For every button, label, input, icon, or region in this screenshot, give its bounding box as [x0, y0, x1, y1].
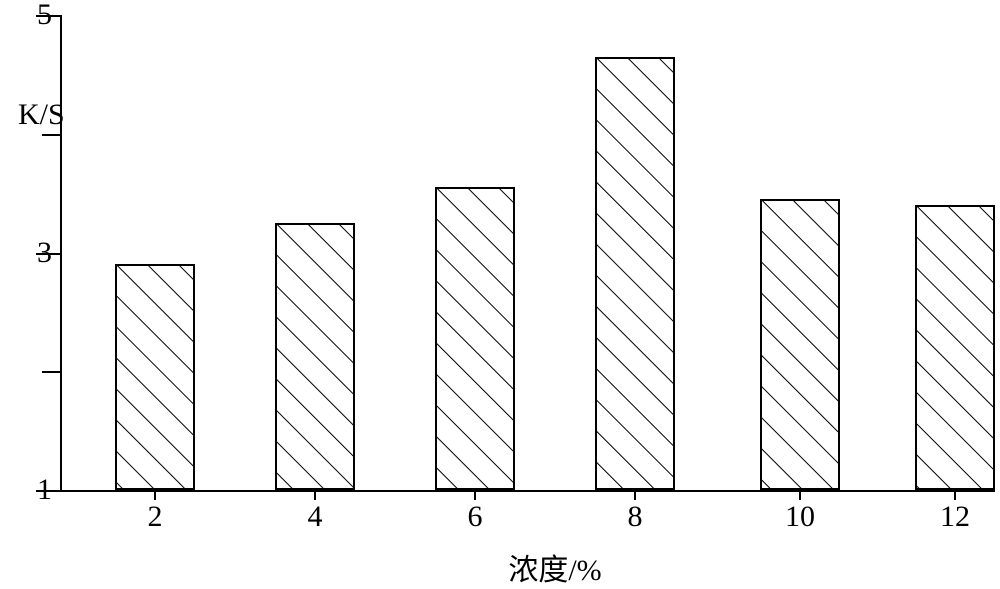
x-tick-label-text: 10 [785, 500, 815, 533]
diagonal-hatch-icon [597, 59, 675, 490]
y-tick-label: 3 [37, 236, 52, 270]
y-tick-label-text: 5 [37, 0, 52, 31]
ks-vs-concentration-chart: K/S 浓度/% 13524681012 [0, 0, 1000, 577]
y-tick-label: 5 [37, 0, 52, 32]
x-tick-mark [154, 490, 156, 500]
y-minor-tick [42, 134, 60, 136]
y-tick-label-text: 3 [37, 236, 52, 269]
x-tick-mark [634, 490, 636, 500]
x-tick-mark [954, 490, 956, 500]
x-tick-label: 8 [628, 500, 643, 534]
y-axis-label: K/S [18, 98, 65, 132]
x-tick-label: 2 [148, 500, 163, 534]
x-tick-label-text: 4 [308, 500, 323, 533]
y-minor-tick [42, 371, 60, 373]
y-axis-line [60, 15, 62, 490]
x-tick-label-text: 12 [940, 500, 970, 533]
x-tick-label: 10 [785, 500, 815, 534]
y-axis-label-text: K/S [18, 98, 65, 131]
x-tick-label: 4 [308, 500, 323, 534]
x-axis-label-text: 浓度/% [508, 554, 601, 587]
x-axis-label: 浓度/% [508, 545, 601, 589]
x-tick-label-text: 6 [468, 500, 483, 533]
diagonal-hatch-icon [917, 207, 995, 490]
bar [760, 199, 840, 490]
x-tick-mark [474, 490, 476, 500]
x-tick-mark [799, 490, 801, 500]
x-tick-label: 6 [468, 500, 483, 534]
x-tick-label-text: 2 [148, 500, 163, 533]
diagonal-hatch-icon [117, 266, 195, 490]
bar [275, 223, 355, 490]
bar [915, 205, 995, 490]
y-tick-label-text: 1 [37, 473, 52, 506]
x-tick-label: 12 [940, 500, 970, 534]
x-tick-label-text: 8 [628, 500, 643, 533]
bar [435, 187, 515, 490]
diagonal-hatch-icon [437, 189, 515, 490]
x-tick-mark [314, 490, 316, 500]
diagonal-hatch-icon [762, 201, 840, 490]
diagonal-hatch-icon [277, 225, 355, 490]
y-tick-label: 1 [37, 473, 52, 507]
bar [595, 57, 675, 490]
bar [115, 264, 195, 490]
x-axis-line [60, 490, 995, 492]
